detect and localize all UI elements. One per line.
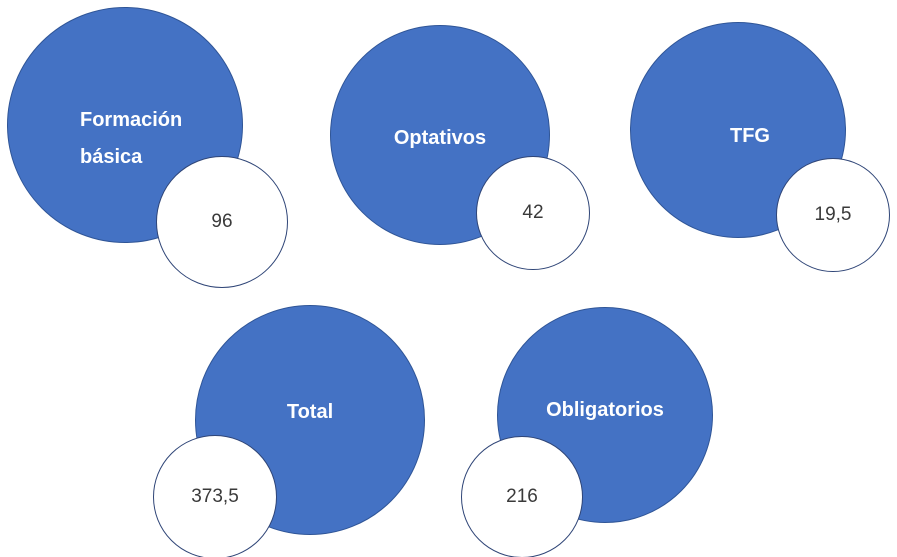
- value-circle: 96: [156, 156, 288, 288]
- category-label: Total: [286, 401, 334, 423]
- value-circle: 373,5: [153, 435, 277, 557]
- value-circle: 19,5: [776, 158, 890, 272]
- category-label: TFG: [730, 125, 770, 147]
- value-circle: 216: [461, 436, 583, 557]
- category-label: Obligatorios: [546, 399, 664, 421]
- category-label: Optativos: [393, 127, 487, 149]
- category-label: Formación básica: [80, 109, 183, 168]
- value-circle: 42: [476, 156, 590, 270]
